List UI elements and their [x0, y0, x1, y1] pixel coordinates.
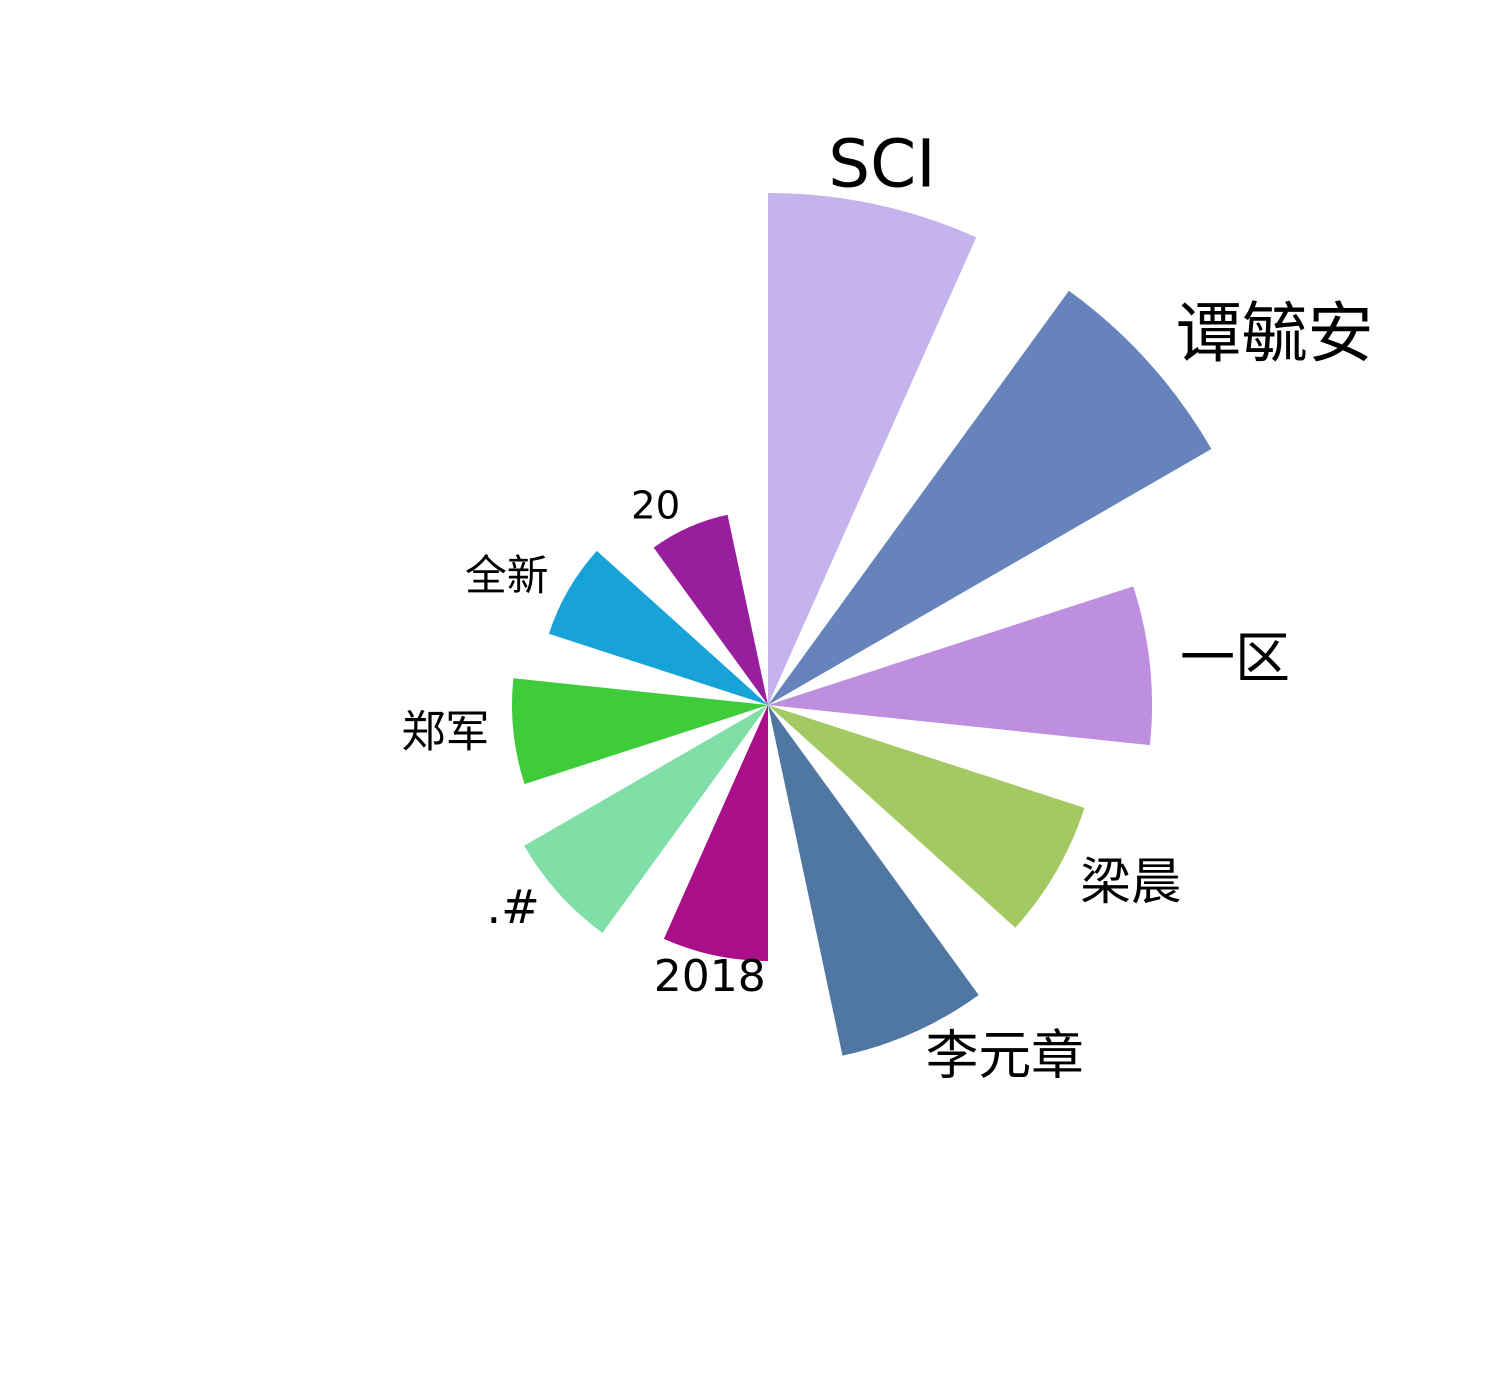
rose-label-3: 一区	[1180, 626, 1290, 690]
rose-slice-10[interactable]	[653, 514, 768, 705]
rose-label-9: 全新	[465, 551, 549, 600]
rose-slice-2[interactable]	[768, 290, 1212, 705]
rose-label-10: 20	[631, 483, 680, 528]
rose-slices	[511, 192, 1212, 1056]
rose-label-8: 郑军	[401, 706, 489, 757]
rose-slice-6[interactable]	[663, 705, 768, 961]
rose-label-5: 李元章	[926, 1026, 1084, 1087]
rose-slice-5[interactable]	[768, 705, 979, 1056]
rose-slice-9[interactable]	[548, 550, 768, 705]
rose-slice-1[interactable]	[768, 192, 977, 705]
rose-slice-4[interactable]	[768, 705, 1085, 928]
rose-label-4: 梁晨	[1080, 852, 1181, 911]
rose-slice-3[interactable]	[768, 586, 1153, 746]
rose-label-2: 谭毓安	[1175, 295, 1373, 372]
rose-label-1: SCI	[828, 126, 935, 203]
rose-label-6: 2018	[654, 951, 766, 1002]
rose-label-7: .#	[486, 880, 539, 934]
rose-slice-7[interactable]	[524, 705, 768, 933]
rose-slice-8[interactable]	[511, 678, 768, 785]
